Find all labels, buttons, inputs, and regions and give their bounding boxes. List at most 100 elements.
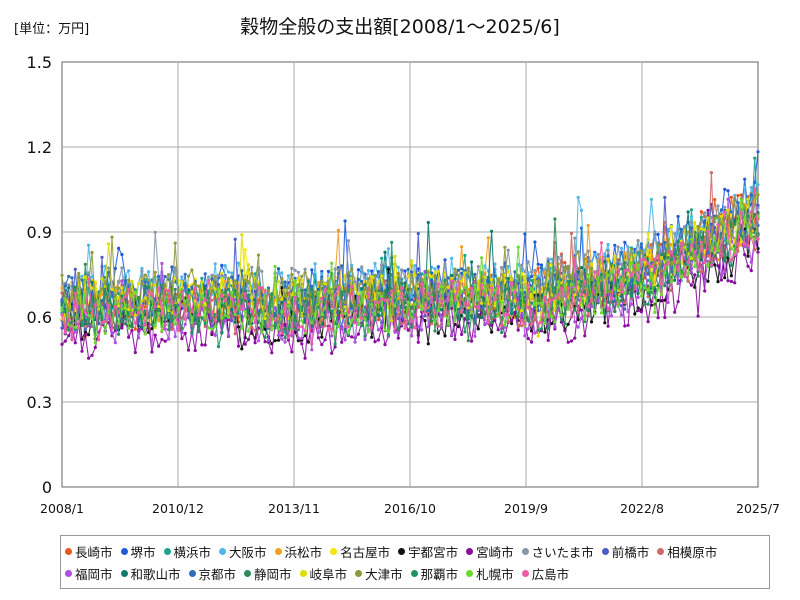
data-point (676, 214, 680, 219)
data-point (77, 326, 81, 330)
data-point (340, 340, 344, 344)
legend-label: 札幌市 (476, 566, 514, 582)
data-point (283, 340, 287, 344)
data-point (703, 260, 707, 264)
data-point (719, 252, 724, 256)
data-point (396, 292, 400, 296)
data-point (306, 293, 310, 297)
data-point (233, 309, 237, 313)
data-point (206, 296, 211, 300)
data-point (669, 280, 674, 284)
data-point (649, 246, 654, 250)
data-point (613, 243, 617, 247)
data-point (726, 230, 730, 234)
data-point (363, 287, 367, 291)
data-point (586, 313, 590, 317)
data-point (646, 261, 650, 265)
data-point (230, 308, 234, 312)
data-point (213, 275, 217, 279)
data-point (296, 326, 300, 330)
data-point (330, 309, 334, 313)
data-point (220, 290, 224, 294)
data-point (117, 310, 121, 315)
legend-marker (274, 547, 282, 555)
legend-item: 前橋市 (601, 540, 649, 562)
data-point (220, 263, 224, 267)
data-point (676, 240, 680, 244)
data-point (376, 310, 380, 314)
data-point (120, 252, 124, 257)
data-point (93, 280, 97, 284)
data-point (253, 320, 257, 325)
data-point (210, 281, 214, 285)
data-point (346, 321, 350, 325)
data-point (526, 260, 530, 264)
data-point (596, 298, 600, 303)
data-point (373, 312, 377, 316)
data-point (90, 311, 94, 315)
data-point (713, 198, 717, 202)
data-point (406, 287, 410, 291)
data-point (276, 267, 281, 271)
data-point (543, 267, 547, 271)
data-point (446, 285, 450, 289)
data-point (719, 222, 724, 226)
data-point (466, 303, 470, 307)
data-point (693, 273, 697, 277)
data-point (659, 252, 664, 257)
data-point (183, 272, 187, 276)
data-point (673, 278, 677, 282)
data-point (336, 305, 340, 309)
data-point (173, 335, 177, 339)
data-point (220, 316, 224, 320)
data-point (157, 286, 161, 290)
data-point (706, 250, 710, 255)
data-point (430, 319, 434, 323)
data-point (586, 249, 590, 253)
data-point (246, 263, 251, 267)
data-point (490, 323, 494, 327)
data-point (240, 307, 244, 312)
data-point (320, 275, 324, 279)
data-point (506, 286, 510, 290)
data-point (543, 330, 547, 334)
data-point (443, 312, 447, 316)
data-point (140, 304, 144, 308)
data-point (273, 326, 277, 330)
data-point (686, 260, 690, 264)
data-point (416, 232, 420, 236)
data-point (433, 311, 437, 315)
data-point (500, 330, 504, 335)
data-point (460, 279, 464, 283)
data-point (613, 287, 617, 291)
data-point (753, 225, 757, 229)
data-point (719, 208, 724, 212)
data-point (536, 322, 540, 326)
data-point (97, 293, 101, 298)
data-point (73, 325, 77, 329)
data-point (473, 334, 477, 338)
data-point (436, 269, 440, 273)
data-point (549, 307, 554, 311)
legend-label: 相模原市 (667, 544, 718, 560)
data-point (673, 259, 677, 263)
data-point (163, 283, 167, 287)
data-point (173, 287, 177, 291)
data-point (623, 292, 627, 296)
data-point (626, 245, 630, 249)
data-point (263, 335, 267, 340)
data-point (346, 288, 350, 292)
data-point (70, 276, 74, 280)
data-point (100, 255, 104, 259)
data-point (606, 257, 610, 261)
data-point (200, 300, 204, 304)
legend-item: 札幌市 (466, 562, 514, 584)
data-point (463, 317, 467, 321)
data-point (473, 319, 477, 323)
data-point (203, 287, 207, 291)
data-point (466, 314, 470, 318)
x-tick-label: 2010/12 (152, 501, 204, 516)
data-point (603, 271, 607, 275)
data-point (210, 277, 214, 281)
data-point (180, 275, 184, 279)
